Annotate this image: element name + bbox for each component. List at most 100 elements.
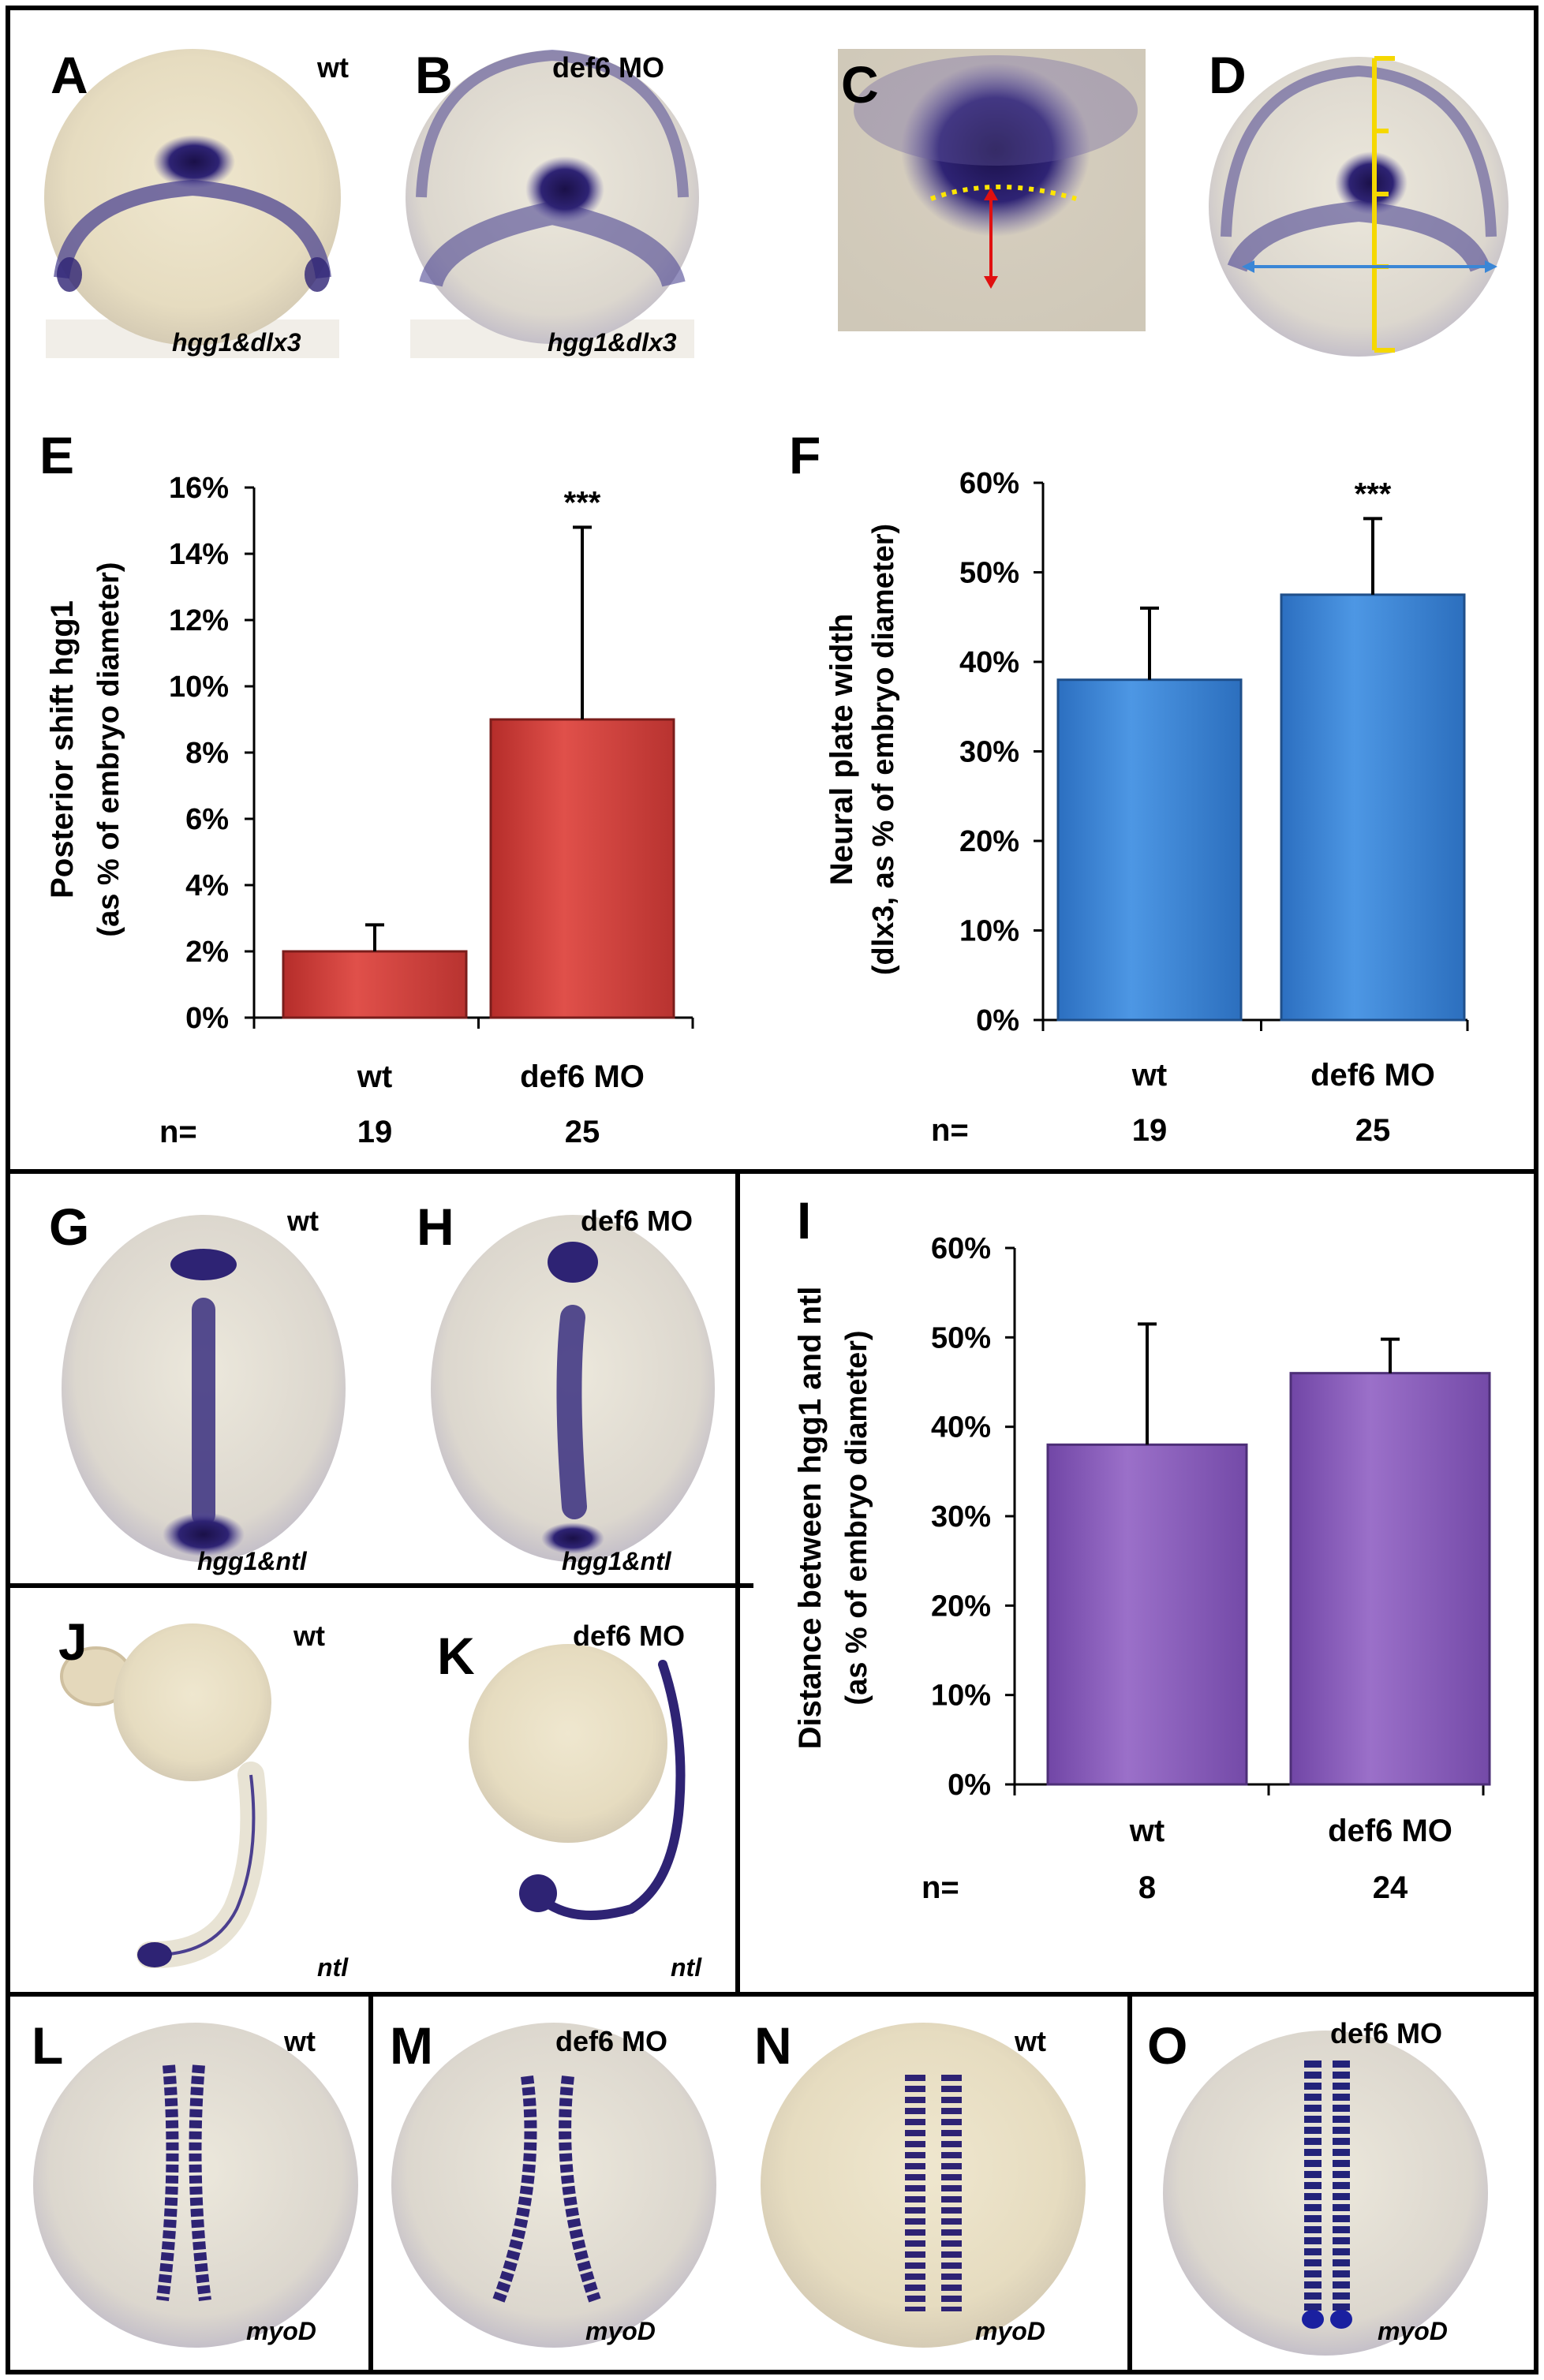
condition-label-A: wt (316, 51, 349, 84)
condition-label-J: wt (293, 1620, 325, 1652)
panel-letter-F: F (789, 426, 821, 484)
significance-E: *** (564, 485, 601, 520)
bar-E-0 (282, 950, 468, 1019)
n-value-F-0: 19 (1132, 1113, 1168, 1148)
y-tick-label-E: 16% (169, 472, 229, 505)
condition-label-M: def6 MO (555, 2025, 667, 2057)
y-axis-label-line1-E: Posterior shift hgg1 (45, 600, 80, 899)
gene-label-A: hgg1&dlx3 (172, 328, 301, 357)
panel-M: M def6 MO myoD (388, 2013, 720, 2357)
panel-G: G wt hgg1&ntl (49, 1197, 350, 1578)
n-label-E: n= (159, 1115, 197, 1149)
y-tick-label-I: 50% (931, 1321, 991, 1354)
gene-label-M: myoD (585, 2317, 656, 2345)
y-tick-label-I: 30% (931, 1500, 991, 1534)
y-axis-label-line2-I: (as % of embryo diameter) (840, 1330, 873, 1705)
gene-label-N: myoD (975, 2317, 1045, 2345)
y-axis-label-line1-I: Distance between hgg1 and ntl (793, 1287, 828, 1750)
n-value-F-1: 25 (1355, 1113, 1391, 1148)
y-axis-label-line2-F: (dlx3, as % of embryo diameter) (867, 524, 900, 975)
gene-label-B: hgg1&dlx3 (548, 328, 677, 357)
significance-F: *** (1355, 476, 1392, 511)
condition-label-L: wt (283, 2025, 316, 2057)
y-tick-label-F: 20% (959, 825, 1019, 858)
n-label-F: n= (931, 1113, 969, 1148)
panel-letter-L: L (32, 2016, 63, 2075)
chart-F: 0% 10% 20% 30% 40% 50% 60% wt 19 def6 MO 25 *** n= F N… (789, 426, 1469, 1148)
condition-label-O: def6 MO (1330, 2017, 1442, 2049)
panel-letter-I: I (797, 1191, 811, 1250)
y-tick-label-I: 60% (931, 1232, 991, 1265)
panel-letter-B: B (415, 46, 453, 104)
panel-L: L wt myoD (30, 2013, 361, 2357)
panel-O: O def6 MO myoD (1142, 2013, 1526, 2357)
condition-label-B: def6 MO (552, 51, 664, 84)
panel-K: K def6 MO ntl (437, 1613, 732, 1984)
y-tick-label-E: 4% (185, 869, 229, 902)
chart-I: 0% 10% 20% 30% 40% 50% 60% wt 8 def6 MO 24 n= I Dista… (793, 1191, 1491, 1905)
bar-E-1 (489, 718, 675, 1019)
y-tick-label-F: 0% (976, 1004, 1019, 1037)
gene-label-G: hgg1&ntl (197, 1547, 308, 1575)
panel-letter-E: E (39, 426, 74, 484)
bar-I-0 (1046, 1443, 1248, 1786)
panel-letter-C: C (841, 55, 879, 114)
y-tick-label-F: 30% (959, 736, 1019, 769)
condition-label-K: def6 MO (573, 1620, 685, 1652)
n-value-I-1: 24 (1373, 1870, 1408, 1905)
condition-label-N: wt (1014, 2025, 1046, 2057)
category-label-E-1: def6 MO (520, 1059, 645, 1094)
y-tick-label-F: 50% (959, 557, 1019, 590)
category-label-I-1: def6 MO (1328, 1814, 1452, 1848)
condition-label-H: def6 MO (581, 1205, 693, 1237)
y-tick-label-E: 0% (185, 1002, 229, 1035)
gene-label-O: myoD (1378, 2317, 1448, 2345)
category-label-F-1: def6 MO (1310, 1058, 1435, 1093)
panel-H: H def6 MO hgg1&ntl (417, 1197, 720, 1578)
panel-frames (6, 6, 1538, 2374)
panel-letter-H: H (417, 1197, 454, 1256)
panel-C: C (838, 49, 1146, 331)
panel-D: D (1206, 46, 1513, 371)
n-value-E-0: 19 (357, 1115, 393, 1149)
y-tick-label-E: 8% (185, 737, 229, 770)
y-tick-label-F: 60% (959, 467, 1019, 500)
y-axis-label-line2-E: (as % of embryo diameter) (92, 562, 125, 936)
bar-F-1 (1280, 593, 1466, 1022)
y-tick-label-E: 10% (169, 671, 229, 704)
panel-J: J wt ntl (57, 1612, 350, 1984)
panel-letter-D: D (1209, 46, 1247, 104)
y-tick-label-I: 0% (948, 1769, 991, 1802)
gene-label-H: hgg1&ntl (562, 1547, 672, 1575)
panel-letter-J: J (58, 1612, 88, 1671)
y-tick-label-E: 12% (169, 604, 229, 637)
panel-letter-K: K (437, 1627, 475, 1685)
y-tick-label-E: 6% (185, 803, 229, 836)
panel-letter-N: N (754, 2016, 792, 2075)
y-tick-label-E: 14% (169, 538, 229, 571)
panel-letter-M: M (390, 2016, 433, 2075)
panel-letter-G: G (49, 1197, 89, 1256)
panel-N: N wt myoD (750, 2013, 1097, 2357)
n-value-E-1: 25 (565, 1115, 600, 1149)
panel-A: A wt hgg1&dlx3 (44, 46, 349, 358)
panel-letter-O: O (1147, 2016, 1187, 2075)
y-tick-label-I: 10% (931, 1679, 991, 1713)
n-value-I-0: 8 (1138, 1870, 1156, 1905)
panel-letter-A: A (50, 46, 88, 104)
category-label-I-0: wt (1129, 1814, 1165, 1848)
y-tick-label-I: 20% (931, 1590, 991, 1623)
y-tick-label-I: 40% (931, 1411, 991, 1444)
gene-label-L: myoD (246, 2317, 316, 2345)
y-tick-label-E: 2% (185, 936, 229, 969)
category-label-F-0: wt (1131, 1058, 1167, 1093)
y-tick-label-F: 40% (959, 646, 1019, 679)
n-label-I: n= (922, 1870, 959, 1905)
panel-B: B def6 MO hgg1&dlx3 (406, 46, 699, 358)
category-label-E-0: wt (357, 1059, 392, 1094)
y-axis-label-line1-F: Neural plate width (824, 614, 859, 886)
gene-label-K: ntl (671, 1953, 702, 1982)
y-tick-label-F: 10% (959, 915, 1019, 948)
bar-I-1 (1289, 1372, 1491, 1786)
